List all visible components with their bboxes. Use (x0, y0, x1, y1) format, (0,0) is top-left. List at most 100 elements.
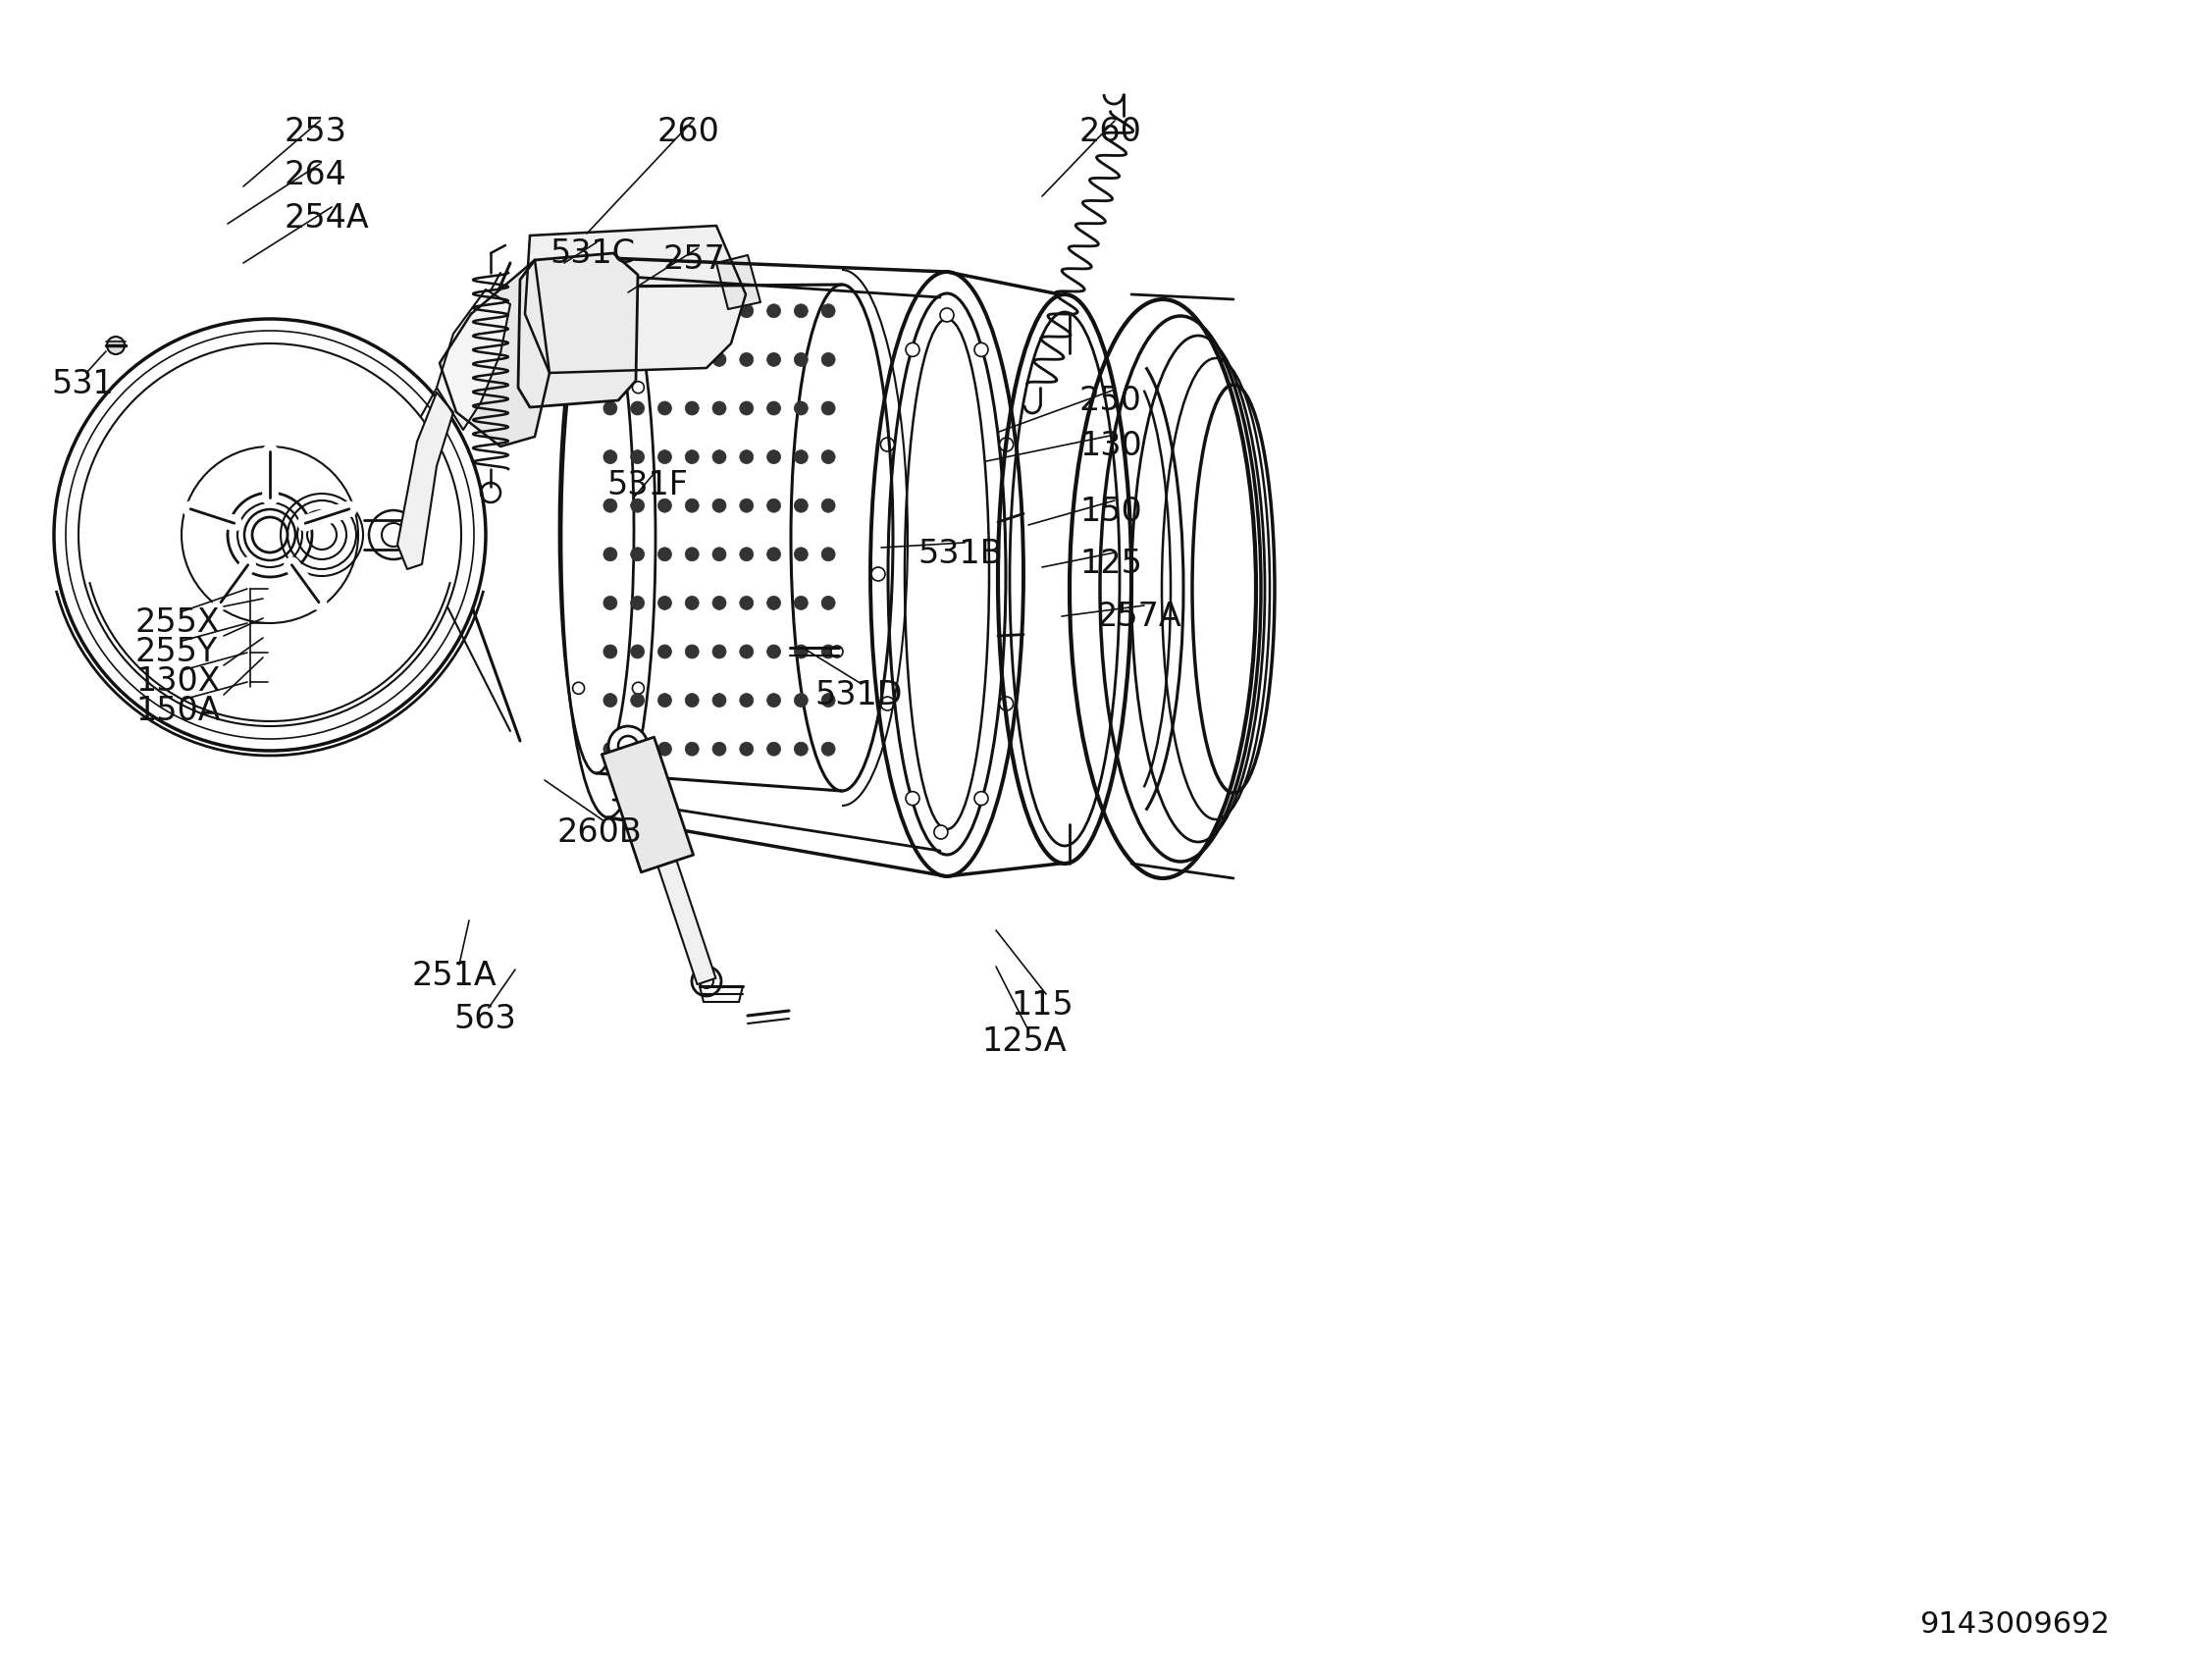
Circle shape (565, 311, 592, 338)
Circle shape (794, 694, 807, 707)
Circle shape (603, 450, 618, 464)
Text: 251A: 251A (411, 959, 497, 993)
Circle shape (631, 682, 645, 694)
Circle shape (618, 736, 638, 756)
Circle shape (768, 743, 781, 756)
Circle shape (821, 304, 836, 318)
Circle shape (631, 596, 645, 610)
Circle shape (603, 743, 618, 756)
Circle shape (603, 694, 618, 707)
Circle shape (631, 353, 645, 366)
Circle shape (631, 499, 645, 512)
Circle shape (821, 548, 836, 561)
Circle shape (739, 402, 752, 415)
Circle shape (821, 450, 836, 464)
Circle shape (603, 499, 618, 512)
Circle shape (713, 596, 726, 610)
Circle shape (880, 438, 895, 452)
Circle shape (906, 343, 920, 356)
Text: 150: 150 (1080, 496, 1142, 528)
Circle shape (768, 304, 781, 318)
Circle shape (713, 548, 726, 561)
Text: 257: 257 (662, 244, 726, 276)
Circle shape (592, 257, 605, 269)
Circle shape (794, 304, 807, 318)
Circle shape (684, 304, 700, 318)
Circle shape (713, 645, 726, 659)
Circle shape (768, 645, 781, 659)
Circle shape (821, 353, 836, 366)
Circle shape (821, 499, 836, 512)
Circle shape (768, 353, 781, 366)
Circle shape (768, 596, 781, 610)
Circle shape (658, 743, 671, 756)
Circle shape (631, 548, 645, 561)
Circle shape (739, 694, 752, 707)
Text: 130: 130 (1080, 430, 1142, 462)
Circle shape (684, 450, 700, 464)
Text: 531C: 531C (550, 237, 636, 270)
Circle shape (821, 596, 836, 610)
Circle shape (568, 349, 592, 373)
Circle shape (739, 548, 752, 561)
Text: 260: 260 (658, 116, 719, 148)
Circle shape (603, 304, 618, 318)
Circle shape (603, 596, 618, 610)
Circle shape (700, 974, 713, 988)
Circle shape (658, 402, 671, 415)
Text: 9143009692: 9143009692 (1918, 1611, 2110, 1638)
Circle shape (631, 450, 645, 464)
Circle shape (609, 726, 647, 766)
Circle shape (684, 548, 700, 561)
Circle shape (713, 304, 726, 318)
Circle shape (794, 548, 807, 561)
Circle shape (906, 791, 920, 805)
Circle shape (821, 743, 836, 756)
Polygon shape (519, 254, 638, 407)
Circle shape (658, 353, 671, 366)
Text: 253: 253 (284, 116, 348, 148)
Text: 250: 250 (1080, 385, 1142, 417)
Circle shape (739, 499, 752, 512)
Polygon shape (717, 255, 761, 309)
Polygon shape (398, 393, 453, 570)
Circle shape (572, 682, 585, 694)
Circle shape (658, 450, 671, 464)
Circle shape (603, 548, 618, 561)
Circle shape (684, 694, 700, 707)
Circle shape (684, 645, 700, 659)
Circle shape (631, 304, 645, 318)
Circle shape (768, 694, 781, 707)
Circle shape (552, 296, 607, 351)
Circle shape (631, 402, 645, 415)
Circle shape (631, 694, 645, 707)
Circle shape (658, 548, 671, 561)
Circle shape (739, 743, 752, 756)
Text: 125: 125 (1080, 548, 1142, 580)
Text: 531B: 531B (917, 538, 1003, 570)
Circle shape (739, 645, 752, 659)
Circle shape (768, 499, 781, 512)
Circle shape (713, 499, 726, 512)
Circle shape (999, 697, 1014, 711)
Circle shape (880, 697, 895, 711)
Circle shape (684, 743, 700, 756)
Circle shape (713, 402, 726, 415)
Circle shape (768, 450, 781, 464)
Circle shape (713, 743, 726, 756)
Circle shape (631, 743, 645, 756)
Polygon shape (603, 738, 693, 872)
Text: 260B: 260B (557, 816, 642, 848)
Text: 255Y: 255Y (136, 637, 218, 669)
Text: 255X: 255X (136, 606, 220, 638)
Circle shape (821, 645, 836, 659)
Circle shape (999, 438, 1014, 452)
Circle shape (587, 252, 609, 276)
Circle shape (832, 645, 843, 657)
Circle shape (794, 645, 807, 659)
Circle shape (713, 353, 726, 366)
Circle shape (794, 499, 807, 512)
Text: 264: 264 (284, 160, 348, 192)
Circle shape (739, 596, 752, 610)
Circle shape (871, 568, 884, 581)
